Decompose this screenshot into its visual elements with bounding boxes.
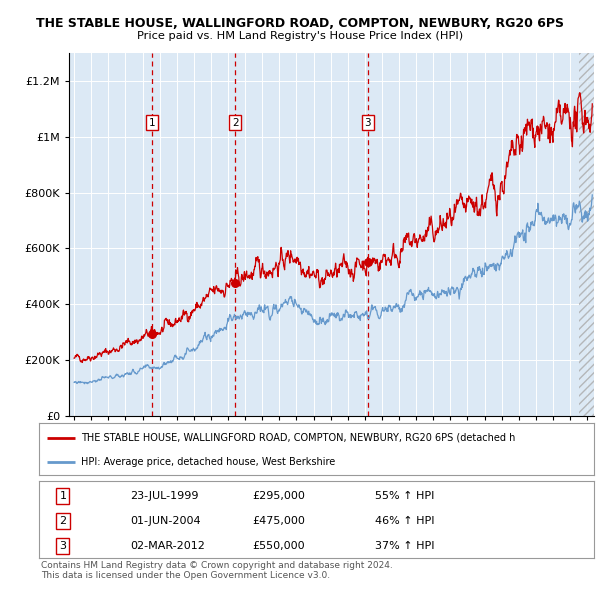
Text: Contains HM Land Registry data © Crown copyright and database right 2024.: Contains HM Land Registry data © Crown c… [41,560,392,569]
Text: 55% ↑ HPI: 55% ↑ HPI [375,491,434,501]
Text: Price paid vs. HM Land Registry's House Price Index (HPI): Price paid vs. HM Land Registry's House … [137,31,463,41]
Text: 2: 2 [59,516,67,526]
Text: 46% ↑ HPI: 46% ↑ HPI [375,516,434,526]
Text: 2: 2 [232,118,239,128]
Bar [578,53,594,416]
Text: 3: 3 [364,118,371,128]
Text: 37% ↑ HPI: 37% ↑ HPI [375,541,434,551]
Text: 1: 1 [149,118,155,128]
Text: 01-JUN-2004: 01-JUN-2004 [131,516,201,526]
Text: 23-JUL-1999: 23-JUL-1999 [131,491,199,501]
Text: 1: 1 [59,491,67,501]
Text: £475,000: £475,000 [253,516,305,526]
Text: £550,000: £550,000 [253,541,305,551]
Text: HPI: Average price, detached house, West Berkshire: HPI: Average price, detached house, West… [80,457,335,467]
Text: 02-MAR-2012: 02-MAR-2012 [131,541,205,551]
Text: THE STABLE HOUSE, WALLINGFORD ROAD, COMPTON, NEWBURY, RG20 6PS (detached h: THE STABLE HOUSE, WALLINGFORD ROAD, COMP… [80,432,515,442]
Text: 3: 3 [59,541,67,551]
Text: This data is licensed under the Open Government Licence v3.0.: This data is licensed under the Open Gov… [41,571,330,580]
Text: THE STABLE HOUSE, WALLINGFORD ROAD, COMPTON, NEWBURY, RG20 6PS: THE STABLE HOUSE, WALLINGFORD ROAD, COMP… [36,17,564,30]
Text: £295,000: £295,000 [253,491,305,501]
